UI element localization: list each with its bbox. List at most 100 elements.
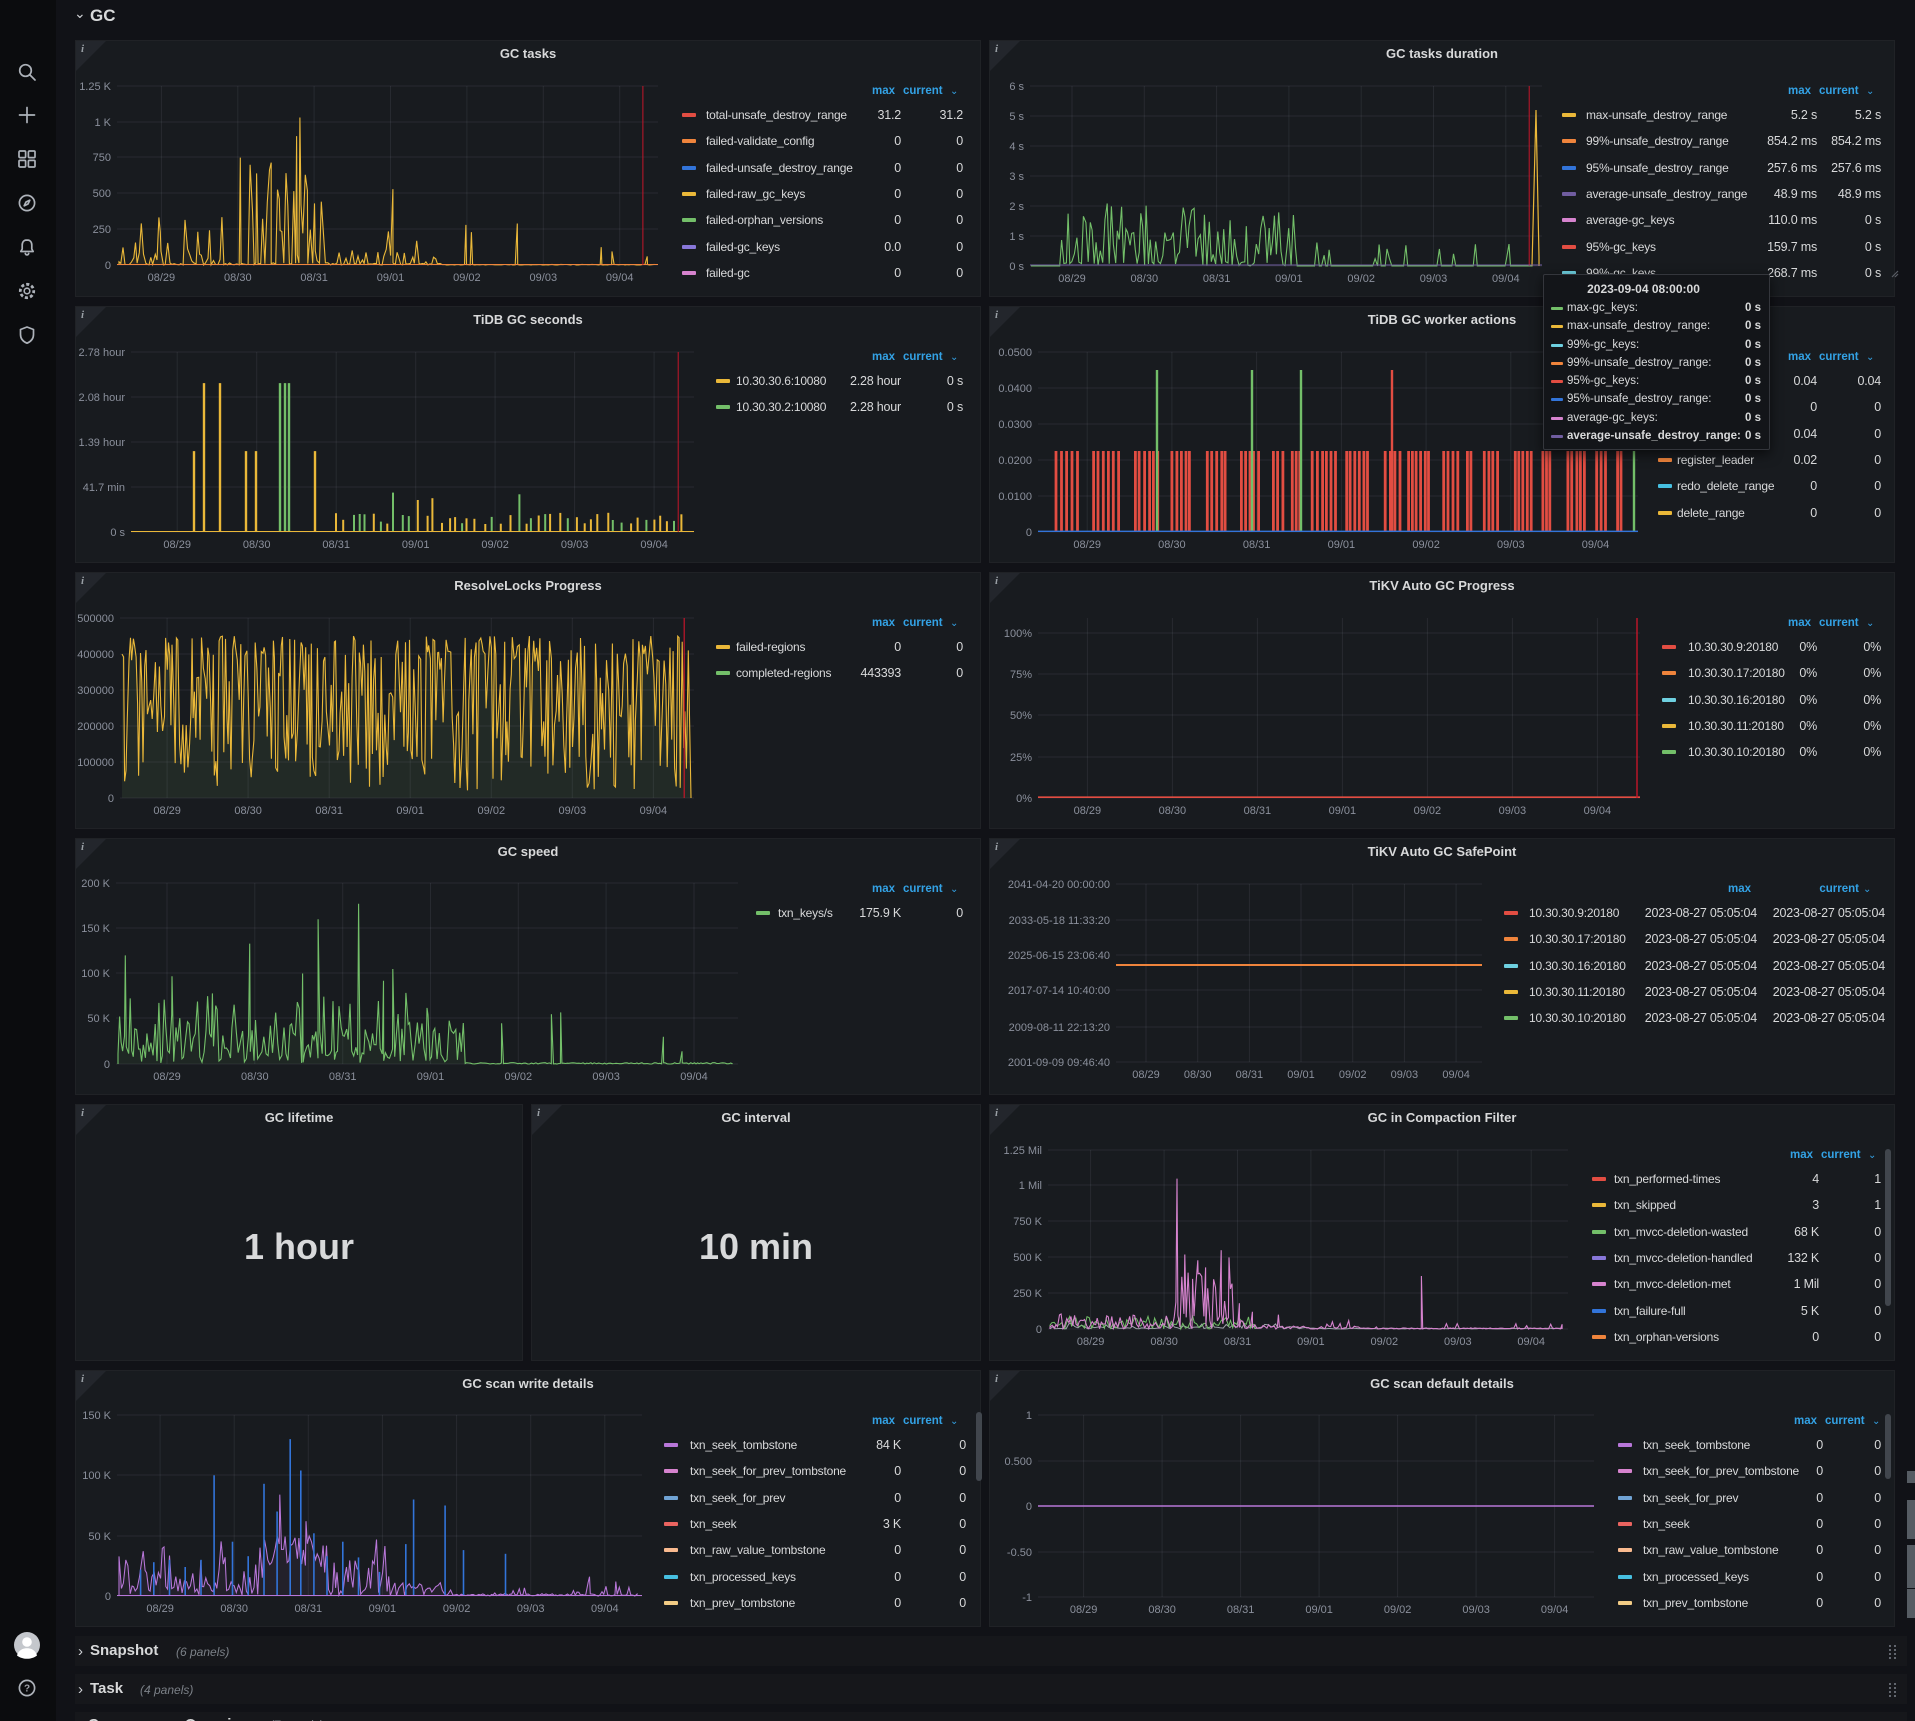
svg-text:0.0200: 0.0200	[998, 455, 1032, 467]
svg-text:09/01: 09/01	[1275, 273, 1303, 285]
svg-text:1 s: 1 s	[1009, 231, 1024, 243]
svg-text:41.7 min: 41.7 min	[83, 482, 125, 494]
svg-text:09/02: 09/02	[443, 1603, 471, 1615]
svg-text:250 K: 250 K	[1013, 1288, 1042, 1300]
svg-text:0.0300: 0.0300	[998, 419, 1032, 431]
svg-text:09/03: 09/03	[1499, 805, 1527, 817]
svg-text:08/31: 08/31	[1236, 1069, 1264, 1081]
svg-text:08/30: 08/30	[1148, 1604, 1176, 1616]
svg-text:08/31: 08/31	[315, 805, 343, 817]
svg-text:250: 250	[93, 224, 111, 236]
svg-text:09/01: 09/01	[377, 272, 405, 284]
svg-text:08/31: 08/31	[300, 272, 328, 284]
svg-text:08/29: 08/29	[153, 805, 181, 817]
svg-text:09/02: 09/02	[1414, 805, 1442, 817]
svg-text:0: 0	[1026, 527, 1032, 539]
svg-text:750 K: 750 K	[1013, 1216, 1042, 1228]
svg-text:09/02: 09/02	[505, 1071, 533, 1083]
svg-text:0: 0	[105, 260, 111, 272]
svg-text:09/03: 09/03	[592, 1071, 620, 1083]
svg-text:1.25 K: 1.25 K	[79, 81, 111, 93]
svg-text:09/03: 09/03	[517, 1603, 545, 1615]
svg-text:0: 0	[104, 1059, 110, 1071]
svg-text:09/02: 09/02	[1339, 1069, 1367, 1081]
svg-text:1.25 Mil: 1.25 Mil	[1003, 1145, 1042, 1157]
svg-text:2025-06-15 23:06:40: 2025-06-15 23:06:40	[1008, 950, 1110, 962]
svg-text:09/03: 09/03	[1420, 273, 1448, 285]
svg-text:200000: 200000	[77, 721, 114, 733]
svg-text:08/30: 08/30	[224, 272, 252, 284]
svg-text:08/29: 08/29	[1074, 805, 1102, 817]
svg-text:50 K: 50 K	[87, 1013, 110, 1025]
svg-text:09/03: 09/03	[559, 805, 587, 817]
svg-text:1 K: 1 K	[94, 117, 111, 129]
svg-text:100 K: 100 K	[81, 968, 110, 980]
svg-text:09/03: 09/03	[561, 539, 589, 551]
svg-text:750: 750	[93, 152, 111, 164]
svg-text:300000: 300000	[77, 685, 114, 697]
svg-text:3 s: 3 s	[1009, 171, 1024, 183]
svg-text:09/01: 09/01	[1329, 805, 1357, 817]
svg-text:09/01: 09/01	[1297, 1336, 1325, 1348]
svg-text:08/31: 08/31	[329, 1071, 357, 1083]
svg-text:08/31: 08/31	[1224, 1336, 1252, 1348]
svg-text:09/04: 09/04	[606, 272, 634, 284]
svg-text:08/29: 08/29	[1058, 273, 1086, 285]
svg-text:09/04: 09/04	[1517, 1336, 1545, 1348]
svg-text:09/02: 09/02	[453, 272, 481, 284]
svg-text:08/30: 08/30	[1158, 539, 1186, 551]
svg-text:09/01: 09/01	[1305, 1604, 1333, 1616]
svg-text:08/31: 08/31	[1243, 539, 1271, 551]
svg-text:0.0500: 0.0500	[998, 347, 1032, 359]
svg-text:100 K: 100 K	[82, 1470, 111, 1482]
svg-text:09/02: 09/02	[1412, 539, 1440, 551]
svg-text:08/31: 08/31	[1227, 1604, 1255, 1616]
svg-text:08/30: 08/30	[234, 805, 262, 817]
svg-text:09/04: 09/04	[1442, 1069, 1470, 1081]
svg-text:09/02: 09/02	[1384, 1604, 1412, 1616]
svg-text:08/29: 08/29	[1070, 1604, 1098, 1616]
svg-text:08/30: 08/30	[1159, 805, 1187, 817]
svg-text:08/31: 08/31	[322, 539, 350, 551]
svg-text:09/03: 09/03	[1497, 539, 1525, 551]
svg-text:08/31: 08/31	[1203, 273, 1231, 285]
svg-text:08/29: 08/29	[1073, 539, 1101, 551]
svg-text:0.0400: 0.0400	[998, 383, 1032, 395]
svg-text:09/02: 09/02	[1371, 1336, 1399, 1348]
svg-text:2017-07-14 10:40:00: 2017-07-14 10:40:00	[1008, 985, 1110, 997]
svg-text:09/03: 09/03	[1444, 1336, 1472, 1348]
svg-text:150 K: 150 K	[82, 1410, 111, 1422]
svg-text:09/02: 09/02	[1347, 273, 1375, 285]
svg-text:0 s: 0 s	[1009, 261, 1024, 273]
svg-text:08/30: 08/30	[1184, 1069, 1212, 1081]
svg-text:200 K: 200 K	[81, 878, 110, 890]
svg-text:09/04: 09/04	[1584, 805, 1612, 817]
svg-text:08/29: 08/29	[153, 1071, 181, 1083]
svg-text:08/30: 08/30	[220, 1603, 248, 1615]
svg-text:2001-09-09 09:46:40: 2001-09-09 09:46:40	[1008, 1057, 1110, 1069]
svg-text:08/31: 08/31	[1244, 805, 1272, 817]
svg-text:08/29: 08/29	[1132, 1069, 1160, 1081]
svg-text:08/29: 08/29	[163, 539, 191, 551]
svg-text:?: ?	[24, 1684, 30, 1695]
svg-text:1: 1	[1026, 1410, 1032, 1422]
svg-text:100000: 100000	[77, 757, 114, 769]
svg-text:1 Mil: 1 Mil	[1019, 1180, 1042, 1192]
svg-text:08/30: 08/30	[241, 1071, 269, 1083]
svg-text:50 K: 50 K	[88, 1531, 111, 1543]
svg-text:09/04: 09/04	[1492, 273, 1520, 285]
svg-text:0: 0	[105, 1591, 111, 1603]
svg-text:09/03: 09/03	[530, 272, 558, 284]
svg-text:2.78 hour: 2.78 hour	[79, 347, 126, 359]
svg-text:2009-08-11 22:13:20: 2009-08-11 22:13:20	[1009, 1022, 1110, 1034]
svg-text:1.39 hour: 1.39 hour	[79, 437, 126, 449]
svg-text:08/30: 08/30	[243, 539, 271, 551]
svg-text:09/04: 09/04	[680, 1071, 708, 1083]
svg-text:09/04: 09/04	[640, 539, 668, 551]
svg-text:500000: 500000	[77, 613, 114, 625]
svg-text:0: 0	[1036, 1324, 1042, 1336]
svg-text:25%: 25%	[1010, 752, 1032, 764]
svg-text:0 s: 0 s	[110, 527, 125, 539]
svg-text:500 K: 500 K	[1013, 1252, 1042, 1264]
svg-text:50%: 50%	[1010, 710, 1032, 722]
